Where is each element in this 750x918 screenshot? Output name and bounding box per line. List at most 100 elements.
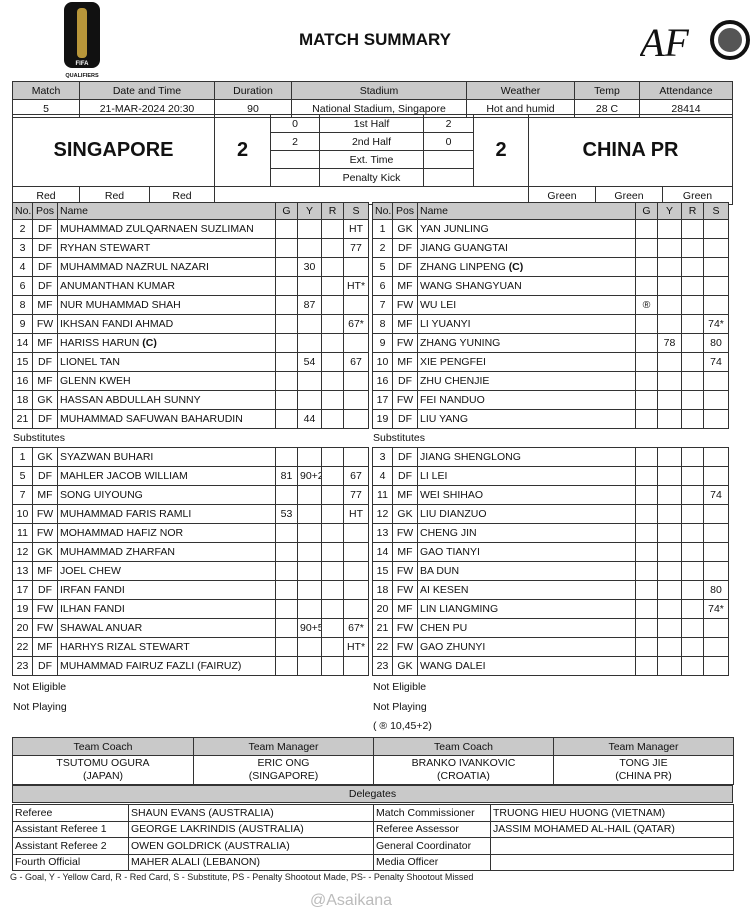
player-number: 22	[372, 637, 393, 657]
player-number: 16	[372, 371, 393, 391]
player-row: 10 FW MUHAMMAD FARIS RAMLI 53 HT	[12, 504, 369, 524]
column-header: G	[635, 202, 658, 220]
player-number: 2	[12, 219, 33, 239]
player-number: 6	[372, 276, 393, 296]
player-name-text: MAHLER JACOB WILLIAM	[60, 470, 188, 482]
player-number: 6	[12, 276, 33, 296]
player-name-text: JOEL CHEW	[60, 565, 121, 577]
player-yellow-card	[657, 447, 682, 467]
player-substitution	[343, 656, 369, 676]
player-row: 5 DF ZHANG LINPENG (C)	[372, 257, 729, 277]
player-goal	[275, 637, 298, 657]
away-not-eligible: Not Eligible	[373, 681, 427, 693]
player-name: LIONEL TAN	[57, 352, 276, 372]
player-name-text: WEI SHIHAO	[420, 489, 484, 501]
info-header-cell: Match	[12, 81, 80, 100]
column-header: S	[703, 202, 729, 220]
info-header-cell: Date and Time	[79, 81, 215, 100]
column-header: Pos	[32, 202, 58, 220]
player-row: 12 GK LIU DIANZUO	[372, 504, 729, 524]
player-name-text: SYAZWAN BUHARI	[60, 451, 154, 463]
player-name: SYAZWAN BUHARI	[57, 447, 276, 467]
player-position: FW	[392, 295, 418, 315]
player-name-text: MUHAMMAD SAFUWAN BAHARUDIN	[60, 413, 243, 425]
delegate-role: Fourth Official	[12, 853, 129, 871]
player-name-text: LIU DIANZUO	[420, 508, 487, 520]
delegate-name: JASSIM MOHAMED AL-HAIL (QATAR)	[490, 820, 734, 838]
player-name: LIN LIANGMING	[417, 599, 636, 619]
player-substitution: 67*	[343, 618, 369, 638]
player-substitution	[343, 390, 369, 410]
info-header-cell: Attendance	[639, 81, 733, 100]
player-number: 13	[12, 561, 33, 581]
player-number: 3	[372, 447, 393, 467]
player-red-card	[681, 542, 704, 562]
player-yellow-card	[657, 371, 682, 391]
player-name: MUHAMMAD SAFUWAN BAHARUDIN	[57, 409, 276, 429]
player-goal	[275, 238, 298, 258]
player-name-text: GAO ZHUNYI	[420, 641, 486, 653]
player-number: 1	[12, 447, 33, 467]
player-number: 17	[12, 580, 33, 600]
column-header: Y	[657, 202, 682, 220]
staff-name: BRANKO IVANKOVIC	[411, 757, 516, 769]
player-position: GK	[392, 656, 418, 676]
player-red-card	[321, 599, 344, 619]
player-name-text: SONG UIYOUNG	[60, 489, 143, 501]
player-name-text: CHEN PU	[420, 622, 468, 634]
info-header-cell: Stadium	[291, 81, 467, 100]
player-red-card	[681, 219, 704, 239]
player-number: 10	[12, 504, 33, 524]
player-number: 7	[372, 295, 393, 315]
player-yellow-card: 90+2	[297, 466, 322, 486]
player-row: 16 DF ZHU CHENJIE	[372, 371, 729, 391]
player-name-text: LI YUANYI	[420, 318, 471, 330]
player-row: 2 DF JIANG GUANGTAI	[372, 238, 729, 258]
player-number: 23	[372, 656, 393, 676]
player-name-text: MUHAMMAD ZULQARNAEN SUZLIMAN	[60, 223, 254, 235]
staff-name: ERIC ONG	[257, 757, 310, 769]
player-yellow-card	[657, 637, 682, 657]
player-substitution: HT	[343, 219, 369, 239]
player-number: 20	[12, 618, 33, 638]
player-name: WEI SHIHAO	[417, 485, 636, 505]
player-row: 23 GK WANG DALEI	[372, 656, 729, 676]
staff-person: BRANKO IVANKOVIC (CROATIA)	[373, 755, 554, 785]
player-goal	[635, 257, 658, 277]
player-number: 18	[372, 580, 393, 600]
player-substitution	[703, 447, 729, 467]
player-goal: 53	[275, 504, 298, 524]
delegates-title: Delegates	[12, 785, 733, 803]
player-position: MF	[32, 485, 58, 505]
player-name-text: SHAWAL ANUAR	[60, 622, 143, 634]
player-row: 4 DF MUHAMMAD NAZRUL NAZARI 30	[12, 257, 369, 277]
player-position: FW	[32, 599, 58, 619]
player-position: DF	[392, 466, 418, 486]
player-red-card	[321, 390, 344, 410]
player-substitution	[703, 238, 729, 258]
player-yellow-card: 78	[657, 333, 682, 353]
player-row: 21 DF MUHAMMAD SAFUWAN BAHARUDIN 44	[12, 409, 369, 429]
player-name-text: LIONEL TAN	[60, 356, 120, 368]
player-row: 18 GK HASSAN ABDULLAH SUNNY	[12, 390, 369, 410]
player-substitution: HT	[343, 504, 369, 524]
player-number: 11	[372, 485, 393, 505]
player-goal	[275, 447, 298, 467]
player-yellow-card	[297, 314, 322, 334]
player-number: 3	[12, 238, 33, 258]
delegate-row: Referee SHAUN EVANS (AUSTRALIA) Match Comm…	[12, 804, 734, 822]
delegate-role: Referee	[12, 804, 129, 822]
player-yellow-card	[297, 561, 322, 581]
player-substitution	[703, 542, 729, 562]
player-row: 9 FW ZHANG YUNING 78 80	[372, 333, 729, 353]
period-label: 2nd Half	[319, 132, 425, 151]
player-position: DF	[392, 447, 418, 467]
player-goal	[635, 637, 658, 657]
player-red-card	[321, 447, 344, 467]
player-name-text: GAO TIANYI	[420, 546, 480, 558]
player-row: 7 MF SONG UIYOUNG 77	[12, 485, 369, 505]
player-red-card	[681, 295, 704, 315]
player-position: FW	[32, 618, 58, 638]
player-yellow-card	[657, 656, 682, 676]
player-name-text: LI LEI	[420, 470, 448, 482]
